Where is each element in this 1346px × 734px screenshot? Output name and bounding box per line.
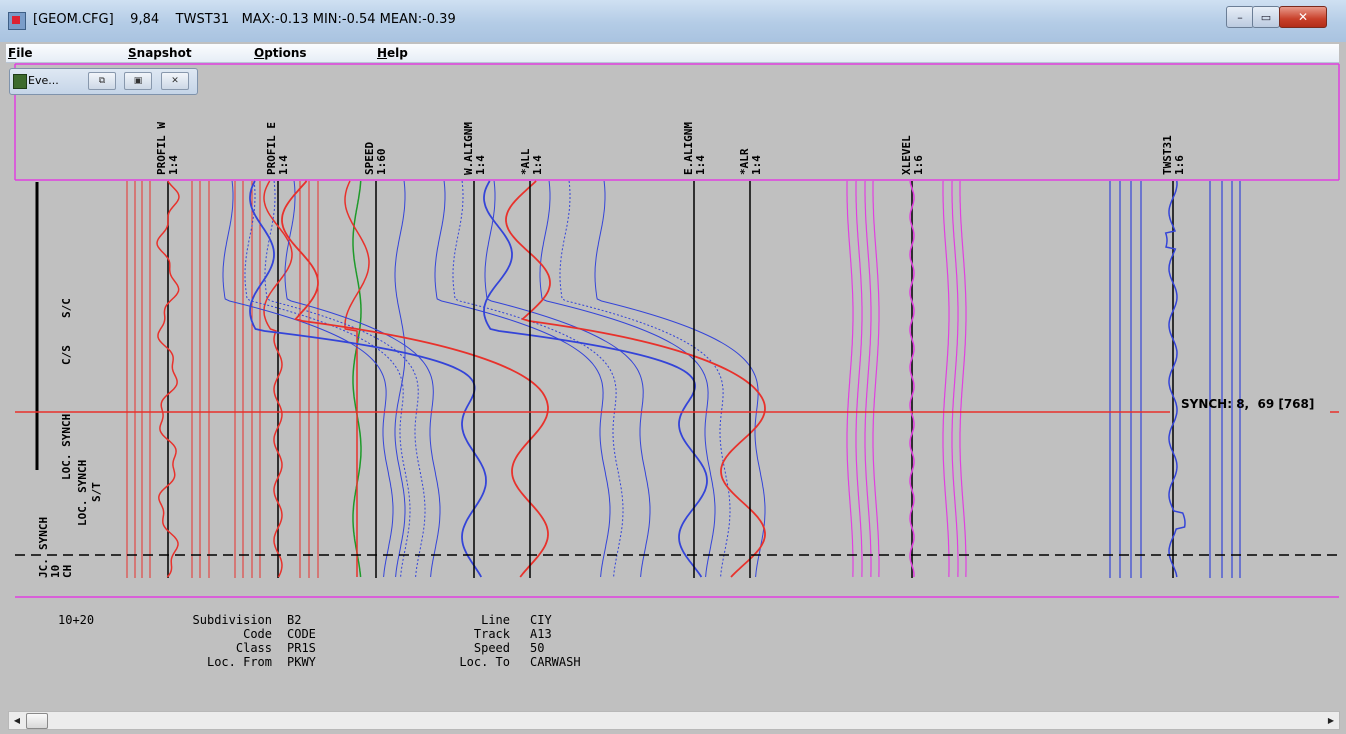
speed-trace (352, 180, 362, 578)
channel-name-all: *ALL (519, 148, 532, 175)
maximize-child-button[interactable]: ▣ (124, 72, 152, 90)
event-loc-synch-2: LOC. SYNCH (76, 460, 89, 526)
event-window-title: Eve... (28, 74, 59, 87)
minimized-event-window[interactable]: Eve... ⧉ ▣ ✕ (9, 68, 198, 95)
event-sc: S/C (60, 298, 73, 318)
close-child-button[interactable]: ✕ (161, 72, 189, 90)
channel-scale-profil-w: 1:4 (167, 155, 180, 175)
event-jc: JC. (37, 558, 50, 578)
track-label: Track (473, 627, 510, 641)
alignment-envelope-trace (559, 180, 731, 578)
scroll-thumb[interactable] (26, 713, 48, 729)
class-value: PR1S (287, 641, 316, 655)
event-ten: 10 (49, 565, 62, 578)
alignment-envelope-trace (484, 180, 651, 578)
horizontal-scrollbar[interactable]: ◀ ▶ (8, 711, 1340, 730)
channel-name-alr: *ALR (738, 148, 751, 175)
loc-to-value: CARWASH (530, 655, 581, 669)
close-button[interactable]: ✕ (1279, 6, 1327, 28)
trace-group (126, 180, 1241, 578)
window-title: [GEOM.CFG] 9,84 TWST31 MAX:-0.13 MIN:-0.… (33, 12, 456, 27)
channel-scale-profil-e: 1:4 (277, 155, 290, 175)
class-label: Class (235, 641, 272, 655)
subdivision-value: B2 (287, 613, 302, 627)
channel-scale-w-alignm: 1:4 (474, 155, 487, 175)
w-alignm-sweep-trace (281, 180, 549, 578)
xlevel-limit-trace (864, 180, 872, 577)
minimize-button[interactable]: – (1226, 6, 1254, 28)
event-loc-synch: LOC. SYNCH (60, 414, 73, 480)
alignment-envelope-trace (222, 180, 394, 578)
channel-name-profil-e: PROFIL E (265, 122, 278, 175)
scroll-left-arrow-icon[interactable]: ◀ (13, 716, 21, 725)
loc-from-value: PKWY (287, 655, 316, 669)
xlevel-limit-trace (951, 180, 959, 577)
xlevel-limit-trace (872, 180, 880, 577)
channel-scale-twst31: 1:6 (1173, 155, 1186, 175)
event-st: S/T (90, 482, 103, 502)
alignment-envelope-trace (452, 180, 624, 578)
event-synch: SYNCH (37, 517, 50, 550)
alignment-envelope-trace (394, 180, 406, 578)
menu-file[interactable]: File (8, 46, 33, 60)
app-icon (8, 12, 26, 30)
code-label: Code (243, 627, 272, 641)
channel-name-speed: SPEED (363, 142, 376, 175)
track-value: A13 (530, 627, 552, 641)
alignment-envelope-trace (434, 180, 611, 578)
channel-name-e-alignm: E.ALIGNM (682, 122, 695, 175)
event-window-icon (13, 74, 27, 89)
xlevel-limit-trace (942, 180, 950, 577)
alignment-envelope-trace (539, 180, 716, 578)
xlevel-trace (909, 180, 915, 578)
channel-name-xlevel: XLEVEL (900, 135, 913, 175)
channel-name-w-alignm: W.ALIGNM (462, 122, 475, 175)
profil-e-trace (263, 180, 293, 578)
xlevel-limit-trace (959, 180, 967, 577)
channel-name-profil-w: PROFIL W (155, 122, 168, 175)
channel-scale-all: 1:4 (531, 155, 544, 175)
channel-scale-xlevel: 1:6 (912, 155, 925, 175)
code-value: CODE (287, 627, 316, 641)
alignment-envelope-trace (594, 180, 766, 578)
milepost-position: 10+20 (58, 613, 95, 627)
line-label: Line (481, 613, 510, 627)
loc-from-label: Loc. From (206, 655, 272, 669)
all-sweep-trace (505, 180, 766, 578)
xlevel-limit-trace (855, 180, 863, 577)
profil-w-trace (156, 180, 180, 578)
event-cs: C/S (60, 345, 73, 365)
event-ch: CH (61, 565, 74, 578)
menu-snapshot[interactable]: Snapshot (128, 46, 192, 60)
menu-options[interactable]: Options (254, 46, 307, 60)
twst31-trace (1164, 180, 1186, 578)
restore-button[interactable]: ⧉ (88, 72, 116, 90)
all-blue-trace (483, 180, 708, 578)
loc-to-label: Loc. To (459, 655, 510, 669)
xlevel-limit-trace (846, 180, 854, 577)
channel-scale-e-alignm: 1:4 (694, 155, 707, 175)
channel-name-twst31: TWST31 (1161, 135, 1174, 175)
subdivision-label: Subdivision (192, 613, 272, 627)
speed-label: Speed (473, 641, 510, 655)
menu-bar: File Snapshot Options Help (6, 44, 1339, 63)
channel-scale-alr: 1:4 (750, 155, 763, 175)
scroll-right-arrow-icon[interactable]: ▶ (1327, 716, 1335, 725)
w-alignm-blue-trace (249, 180, 487, 578)
speed-value: 50 (530, 641, 545, 655)
alignment-envelope-trace (284, 180, 441, 578)
channel-scale-speed: 1:60 (375, 149, 388, 176)
title-bar[interactable]: [GEOM.CFG] 9,84 TWST31 MAX:-0.13 MIN:-0.… (0, 0, 1346, 42)
menu-help[interactable]: Help (377, 46, 408, 60)
synch-readout: SYNCH: 8, 69 [768] (1181, 397, 1315, 411)
line-value: CIY (530, 613, 552, 627)
speed-limit-trace (344, 180, 370, 577)
